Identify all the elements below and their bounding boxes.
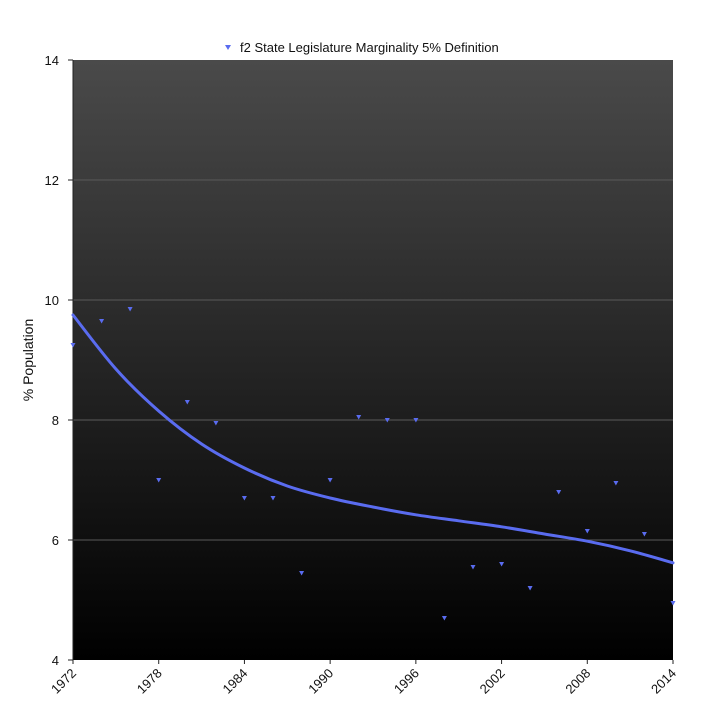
x-tick-label: 2008 [562, 666, 593, 697]
x-tick-label: 1984 [219, 666, 250, 697]
data-point [384, 418, 390, 423]
y-axis: 4 6 8 10 12 14 [45, 53, 73, 668]
data-point [499, 562, 505, 567]
x-tick-label: 2014 [648, 666, 679, 697]
x-tick-label: 1990 [305, 666, 336, 697]
data-point [584, 529, 590, 534]
x-tick-label: 1996 [391, 666, 422, 697]
data-point [213, 421, 219, 426]
data-point [184, 400, 190, 405]
legend-label: f2 State Legislature Marginality 5% Defi… [240, 40, 499, 55]
plot-area [73, 60, 673, 660]
data-point [613, 481, 619, 486]
x-tick-label: 2002 [477, 666, 508, 697]
legend-marker [225, 45, 231, 50]
y-tick-label: 12 [45, 173, 59, 188]
data-point [70, 343, 76, 348]
y-tick-label: 10 [45, 293, 59, 308]
data-point [127, 307, 133, 312]
series [70, 307, 676, 621]
data-point [241, 496, 247, 501]
data-point [527, 586, 533, 591]
x-tick-label: 1978 [134, 666, 165, 697]
data-point [156, 478, 162, 483]
data-point [413, 418, 419, 423]
y-tick-label: 8 [52, 413, 59, 428]
x-axis: 1972 1978 1984 1990 1996 2002 2008 2014 [48, 660, 679, 697]
data-point [327, 478, 333, 483]
data-point [99, 319, 105, 324]
data-point [641, 532, 647, 537]
legend: f2 State Legislature Marginality 5% Defi… [225, 40, 499, 55]
data-point [299, 571, 305, 576]
data-point [441, 616, 447, 621]
trend-line [71, 313, 675, 565]
y-tick-label: 6 [52, 533, 59, 548]
x-tick-label: 1972 [48, 666, 79, 697]
data-point [356, 415, 362, 420]
data-point [470, 565, 476, 570]
y-axis-title: % Population [20, 319, 36, 402]
data-point [556, 490, 562, 495]
y-tick-label: 14 [45, 53, 59, 68]
data-point [670, 601, 676, 606]
data-point [270, 496, 276, 501]
y-tick-label: 4 [52, 653, 59, 668]
